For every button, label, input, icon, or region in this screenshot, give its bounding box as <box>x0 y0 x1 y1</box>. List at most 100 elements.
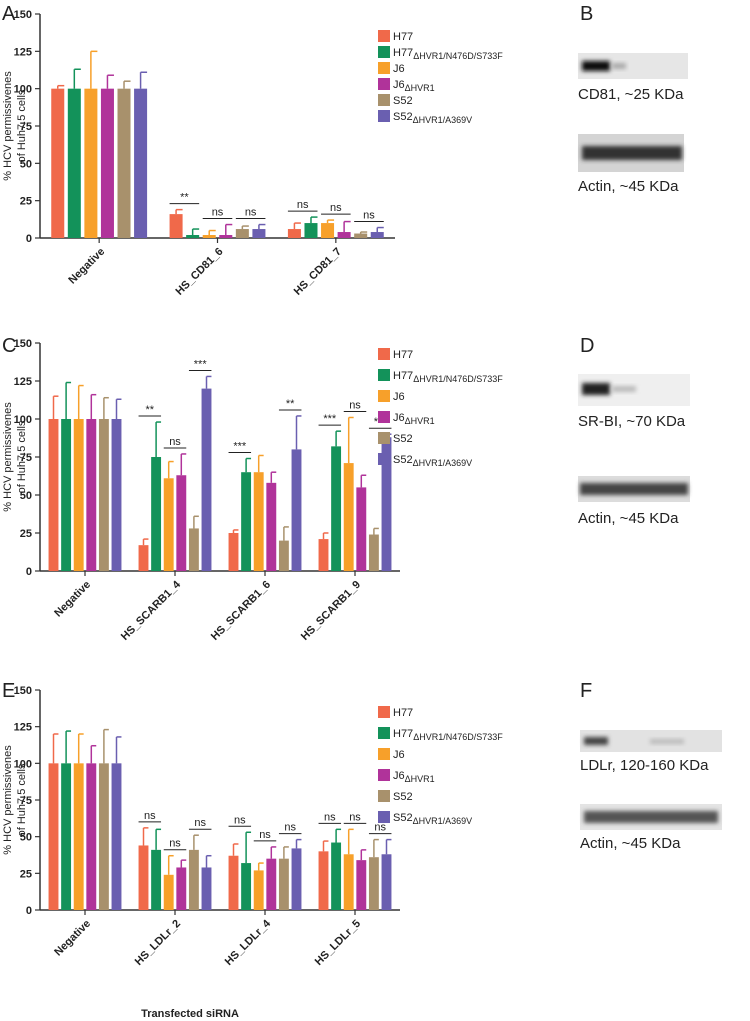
y-axis-label: % HCV permissivenes <box>2 71 14 181</box>
error-bar <box>343 220 351 233</box>
y-axis-label: of Huh7.5 cells <box>16 420 28 493</box>
legend-label: J6 <box>393 391 405 403</box>
x-tick-label: HS_LDLr_5 <box>313 918 363 968</box>
y-tick-label: 125 <box>14 46 32 58</box>
legend-swatch <box>378 727 390 739</box>
legend-label: J6 <box>393 63 405 75</box>
y-tick-label: 50 <box>20 490 32 502</box>
y-tick-label: 0 <box>26 905 32 917</box>
y-tick-label: 150 <box>14 338 32 350</box>
legend-label: H77ΔHVR1/N476D/S733F <box>393 47 503 61</box>
legend-label: H77ΔHVR1/N476D/S733F <box>393 728 503 742</box>
significance-label: ns <box>245 207 257 219</box>
significance-label: ns <box>324 811 336 823</box>
panel-label: E <box>2 680 15 702</box>
bar <box>291 449 302 571</box>
blot <box>580 730 722 830</box>
bar <box>176 867 187 910</box>
legend-label: H77ΔHVR1/N476D/S733F <box>393 370 503 384</box>
y-tick-label: 50 <box>20 832 32 844</box>
error-bar <box>90 393 97 419</box>
bar <box>73 419 84 571</box>
bar <box>117 88 131 239</box>
error-bar <box>193 515 199 529</box>
error-bar <box>205 854 212 868</box>
bar <box>321 223 335 238</box>
bar <box>266 858 277 910</box>
error-bar <box>106 74 114 89</box>
error-bar <box>335 430 342 447</box>
legend-label: H77 <box>393 31 413 43</box>
error-bar <box>310 216 318 224</box>
y-tick-label: 25 <box>20 196 32 208</box>
significance-label: ns <box>363 210 375 222</box>
bar <box>98 763 109 910</box>
error-bar <box>57 84 65 89</box>
error-bar <box>65 381 72 419</box>
y-tick-label: 150 <box>14 9 32 21</box>
y-tick-label: 125 <box>14 722 32 734</box>
error-bar <box>283 526 289 541</box>
bar <box>202 235 216 238</box>
bar <box>61 763 72 910</box>
error-bar <box>167 460 174 479</box>
significance-label: *** <box>323 413 337 425</box>
bar <box>100 88 114 239</box>
error-bar <box>295 838 302 849</box>
error-bar <box>225 223 233 236</box>
bar <box>169 214 183 238</box>
bar <box>138 545 149 571</box>
legend-swatch <box>378 790 390 802</box>
error-bar <box>155 421 162 457</box>
bar <box>318 851 329 910</box>
bar <box>343 463 354 571</box>
error-bar <box>103 728 109 764</box>
error-bar <box>258 223 266 230</box>
x-tick-label: Negative <box>52 918 93 959</box>
legend-swatch <box>378 390 390 402</box>
bar <box>241 472 252 571</box>
error-bar <box>77 384 84 419</box>
legend-label: S52ΔHVR1/A369V <box>393 454 472 468</box>
legend-label: H77 <box>393 707 413 719</box>
significance-label: ns <box>212 207 224 219</box>
blot-label: CD81, ~25 KDa <box>578 86 684 103</box>
bar <box>252 229 266 238</box>
error-bar <box>232 843 239 856</box>
error-bar <box>180 859 187 868</box>
significance-label: ns <box>349 399 361 411</box>
error-bar <box>52 395 59 419</box>
bar <box>381 854 392 910</box>
error-bar <box>175 208 183 215</box>
bar <box>368 857 379 910</box>
y-tick-label: 75 <box>20 452 32 464</box>
legend-swatch <box>378 30 390 42</box>
bar <box>86 419 97 571</box>
bar <box>98 419 109 571</box>
bar <box>219 235 233 238</box>
bar <box>266 482 277 571</box>
bar <box>235 229 249 238</box>
y-tick-label: 100 <box>14 758 32 770</box>
bar <box>188 528 199 571</box>
bar <box>163 874 174 910</box>
bar <box>278 540 289 571</box>
legend-swatch <box>378 811 390 823</box>
error-bar <box>73 68 81 89</box>
y-tick-label: 50 <box>20 158 32 170</box>
error-bar <box>295 415 302 450</box>
error-bar <box>205 375 212 389</box>
legend-swatch <box>378 706 390 718</box>
bar <box>86 763 97 910</box>
significance-label: ns <box>234 814 246 826</box>
significance-label: ns <box>284 822 296 834</box>
legend-swatch <box>378 62 390 74</box>
legend-swatch <box>378 411 390 423</box>
blot-label: Actin, ~45 KDa <box>580 835 681 852</box>
significance-label: ns <box>144 810 156 822</box>
y-tick-label: 100 <box>14 414 32 426</box>
y-axis-label: of Huh7.5 cells <box>16 89 28 162</box>
error-bar <box>193 834 199 850</box>
legend-label: S52ΔHVR1/A369V <box>393 111 472 125</box>
